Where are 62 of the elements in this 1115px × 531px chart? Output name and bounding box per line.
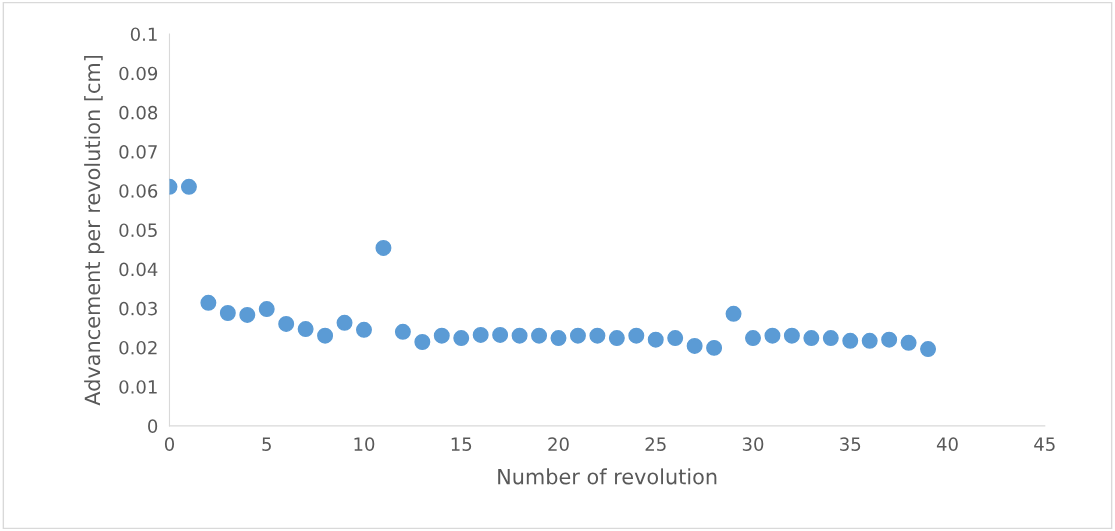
point: [783, 327, 800, 344]
y-tick-label: 0.05: [119, 223, 157, 238]
y-tick-label: 0.07: [119, 145, 157, 159]
point: [745, 330, 761, 347]
y-tick-label: 0.08: [119, 105, 158, 120]
point: [414, 334, 431, 350]
point: [881, 331, 898, 348]
point: [667, 330, 684, 347]
point: [550, 330, 567, 347]
point: [453, 330, 470, 347]
point: [219, 305, 236, 321]
x-tick-label: 45: [1034, 437, 1055, 451]
x-tick-label: 35: [840, 437, 861, 451]
y-tick-label: 0.04: [119, 262, 158, 277]
point: [394, 323, 411, 340]
y-tick-label: 0.1: [130, 27, 157, 42]
y-tick-label: 0.03: [119, 301, 157, 316]
y-tick-label: 0.09: [119, 66, 158, 81]
point: [278, 315, 295, 332]
point: [492, 326, 509, 343]
point: [822, 330, 839, 347]
point: [511, 327, 528, 344]
point: [628, 327, 645, 344]
point: [258, 301, 275, 318]
point: [180, 178, 197, 195]
point: [472, 326, 489, 343]
x-tick-label: 5: [262, 437, 271, 451]
point: [861, 332, 878, 349]
x-tick-label: 30: [742, 437, 764, 451]
x-tick-label: 0: [164, 437, 175, 451]
point: [608, 330, 625, 347]
point: [900, 334, 917, 351]
point: [433, 327, 450, 344]
point: [920, 341, 937, 358]
point: [589, 327, 606, 344]
x-tick-label: 20: [548, 437, 569, 451]
point: [317, 327, 334, 344]
point: [336, 314, 353, 331]
point: [569, 327, 586, 344]
x-tick-label: 15: [451, 437, 472, 451]
point: [686, 337, 703, 354]
y-tick-label: 0.06: [119, 184, 158, 198]
y-tick-label: 0.02: [119, 340, 157, 355]
y-axis-title: Advancement per revolution [cm]: [84, 55, 105, 406]
point: [375, 239, 392, 256]
point: [725, 305, 742, 322]
x-axis-title: Number of revolution: [498, 468, 717, 485]
point: [356, 321, 372, 338]
x-tick-label: 10: [354, 437, 375, 451]
point: [200, 294, 217, 311]
x-tick-label: 25: [645, 437, 666, 451]
point: [531, 327, 548, 344]
point: [764, 327, 781, 344]
point: [706, 339, 723, 356]
x-tick-label: 40: [936, 437, 958, 451]
y-tick-label: 0: [148, 419, 158, 433]
point: [803, 330, 820, 347]
point: [842, 332, 859, 349]
y-tick-label: 0.01: [119, 380, 157, 394]
point: [297, 321, 314, 338]
point: [239, 306, 256, 323]
point: [647, 331, 664, 348]
